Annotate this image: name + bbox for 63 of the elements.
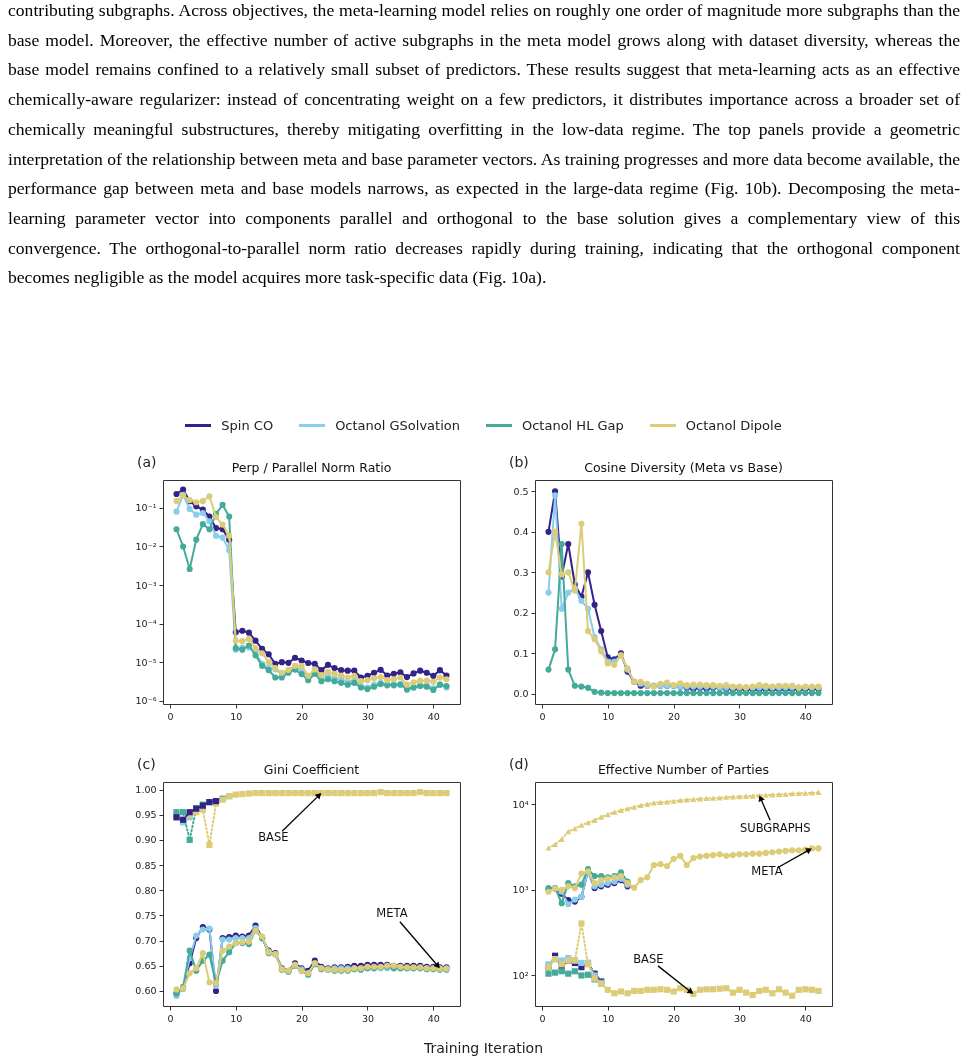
legend-label: Octanol Dipole: [685, 418, 782, 433]
y-tick-label: 10⁻¹: [135, 502, 157, 514]
annotation: SUBGRAPHS: [739, 821, 811, 836]
text: contributing subgraphs. Across objectives, the meta-learning model relies on roughly one order of magnitude more subgraphs than the base model. Moreover, the effective number of active subgraphs in the meta model grows along with dataset diversity, whereas the base model remains confined to a relatively small subset of predictors. These results suggest that meta-learning acts as an effective chemically-aware regularizer: instead of concentrating weight on a few predictors, it distributes importance across a broader set of chemically meaningful substructures, thereby mitigating overfitting in the low-data regime. The top panels provide a geometric interpretation of the relationship between meta and base parameter vectors. As training progresses and more data become available, the performance gap between meta and base models narrows, as expected in the large-data regime (Fig. 10b). Decomposing the meta-learning parameter vector into components parallel and orthogonal to the base solution gives a complementary view of this convergence. The orthogonal-to-parallel norm ratio decreases rapidly during training, indicating that the orthogonal component becomes negligible as the model acquires more task-specific data (Fig. 10a).: [8, 0, 960, 288]
chart-title: Gini Coefficient: [263, 761, 360, 777]
y-tick-label: 10⁻⁴: [135, 618, 157, 630]
x-tick-label: 20: [668, 710, 681, 722]
y-tick-label: 10²: [512, 969, 529, 981]
x-tick-label: 30: [733, 1012, 747, 1024]
x-tick-label: 30: [733, 710, 747, 722]
x-tick-label: 30: [361, 1012, 375, 1024]
x-tick-label: 40: [799, 710, 812, 722]
annotation: BASE: [633, 951, 664, 966]
y-tick-label: 10⁻⁵: [135, 656, 157, 668]
x-tick-label: 20: [296, 1012, 309, 1024]
x-tick-label: 0: [167, 1012, 174, 1024]
y-tick-label: 0.70: [135, 935, 157, 947]
x-tick-label: 10: [602, 710, 615, 722]
y-tick-label: 1.00: [135, 784, 157, 796]
y-tick-label: 0.5: [513, 485, 529, 497]
x-tick-label: 10: [230, 710, 243, 722]
annotation: META: [751, 864, 783, 879]
text: (c): [137, 756, 156, 772]
y-tick-label: 0.75: [135, 909, 157, 921]
x-tick-label: 0: [167, 710, 174, 722]
annotation: META: [376, 906, 408, 921]
x-tick-label: 0: [539, 710, 546, 722]
y-tick-label: 0.1: [513, 647, 529, 659]
y-tick-label: 0.80: [135, 884, 157, 896]
y-tick-label: 0.95: [135, 809, 157, 821]
chart-title: Perp / Parallel Norm Ratio: [231, 459, 392, 475]
chart-title: Cosine Diversity (Meta vs Base): [584, 459, 783, 475]
x-tick-label: 10: [602, 1012, 615, 1024]
y-tick-label: 0.85: [135, 859, 157, 871]
y-tick-label: 0.4: [513, 526, 529, 538]
y-tick-label: 0.0: [513, 688, 529, 700]
y-tick-label: 0.3: [513, 566, 529, 578]
y-tick-label: 10⁻⁶: [135, 695, 157, 707]
y-tick-label: 0.90: [135, 834, 157, 846]
text: (a): [137, 454, 157, 470]
annotation: BASE: [258, 830, 289, 845]
text: (d): [509, 756, 529, 772]
legend-label: Octanol GSolvation: [335, 418, 460, 433]
text: (b): [509, 454, 529, 470]
y-tick-label: 0.2: [513, 607, 529, 619]
y-tick-label: 10³: [512, 884, 529, 896]
y-tick-label: 10⁻²: [135, 540, 157, 552]
x-tick-label: 0: [539, 1012, 546, 1024]
y-tick-label: 10⁻³: [135, 579, 157, 591]
x-tick-label: 20: [668, 1012, 681, 1024]
y-tick-label: 0.60: [135, 985, 157, 997]
y-tick-label: 10⁴: [512, 798, 529, 810]
y-tick-label: 0.65: [135, 960, 157, 972]
x-axis-title: Training Iteration: [422, 1040, 545, 1056]
legend-label: Octanol HL Gap: [521, 418, 624, 433]
x-tick-label: 30: [361, 710, 375, 722]
x-tick-label: 40: [799, 1012, 812, 1024]
x-tick-label: 20: [296, 710, 309, 722]
x-tick-label: 40: [427, 1012, 440, 1024]
x-tick-label: 10: [230, 1012, 243, 1024]
chart-title: Effective Number of Parties: [597, 761, 770, 777]
legend-label: Spin CO: [221, 418, 274, 433]
x-tick-label: 40: [427, 710, 440, 722]
